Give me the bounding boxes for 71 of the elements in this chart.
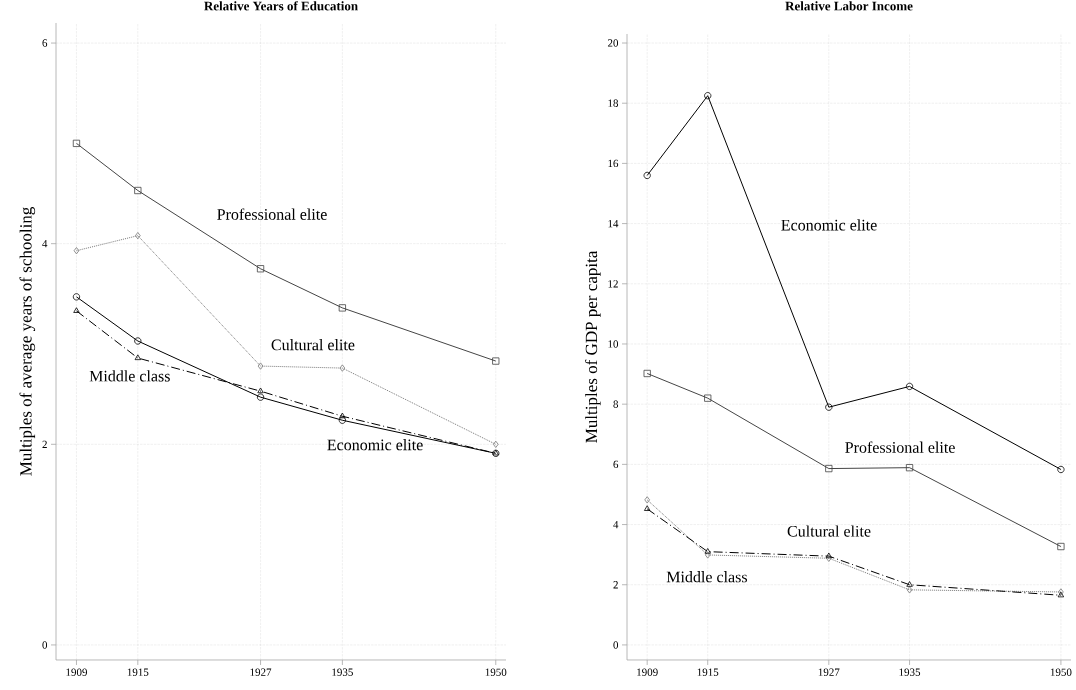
point — [905, 382, 914, 391]
point — [256, 393, 265, 401]
point — [1057, 542, 1065, 551]
point — [644, 505, 651, 511]
y-tick-label: 6 — [613, 460, 619, 469]
y-tick-label: 12 — [608, 280, 618, 288]
series-label: Professional elite — [845, 441, 955, 453]
point — [704, 92, 712, 100]
point — [1057, 465, 1065, 474]
y-tick-label: 0 — [42, 641, 48, 649]
point — [704, 548, 711, 554]
point — [825, 464, 833, 473]
x-tick-label: 1935 — [332, 668, 353, 676]
chart-title: Relative Years of Education — [204, 1, 358, 11]
point — [338, 416, 346, 424]
point — [339, 364, 346, 372]
point — [906, 581, 913, 587]
point — [339, 412, 346, 419]
series-label: Middle class — [666, 571, 748, 583]
x-tick-label: 1915 — [697, 668, 719, 676]
chart-title: Relative Labor Income — [785, 1, 913, 11]
x-tick-label: 1935 — [899, 668, 921, 676]
x-tick-label: 1950 — [1050, 668, 1072, 676]
series-label: Economic elite — [781, 219, 877, 231]
y-tick-label: 6 — [42, 39, 48, 47]
y-tick-label: 16 — [608, 159, 619, 168]
series-label: Cultural elite — [787, 525, 871, 537]
point — [257, 362, 264, 370]
point — [73, 247, 80, 255]
point — [704, 551, 711, 559]
y-tick-label: 2 — [613, 581, 618, 589]
y-axis-title: Multiples of average years of schooling — [19, 207, 36, 476]
y-tick-label: 2 — [42, 440, 47, 448]
y-tick-label: 8 — [613, 400, 619, 408]
point — [492, 440, 499, 448]
y-tick-label: 4 — [613, 520, 619, 529]
point — [905, 464, 914, 472]
x-tick-label: 1909 — [66, 668, 88, 676]
point — [73, 307, 80, 313]
series-label: Professional elite — [217, 208, 327, 220]
point — [134, 337, 142, 345]
y-tick-label: 18 — [608, 99, 619, 107]
point — [492, 357, 500, 365]
x-tick-label: 1909 — [637, 668, 658, 676]
x-tick-label: 1915 — [127, 668, 149, 676]
point — [643, 171, 651, 180]
y-tick-label: 10 — [608, 340, 619, 348]
point — [644, 496, 650, 504]
point — [704, 394, 712, 402]
x-tick-label: 1950 — [485, 668, 507, 676]
point — [72, 139, 81, 147]
point — [825, 403, 833, 411]
point — [643, 369, 651, 378]
point — [134, 186, 142, 195]
x-tick-label: 1927 — [250, 668, 272, 676]
series-label: Economic elite — [327, 439, 423, 451]
point — [338, 304, 346, 312]
point — [906, 586, 913, 594]
point — [256, 265, 265, 273]
y-tick-label: 0 — [613, 641, 619, 649]
point — [135, 232, 141, 240]
series-label: Middle class — [89, 370, 170, 382]
y-tick-label: 20 — [607, 39, 619, 47]
y-axis-title: Multiples of GDP per capita — [585, 250, 601, 443]
point — [257, 387, 264, 394]
point — [134, 354, 141, 361]
y-tick-label: 4 — [42, 240, 48, 248]
y-tick-label: 14 — [608, 219, 619, 228]
x-tick-label: 1927 — [818, 668, 840, 676]
point — [72, 293, 81, 301]
series-label: Cultural elite — [271, 339, 355, 351]
